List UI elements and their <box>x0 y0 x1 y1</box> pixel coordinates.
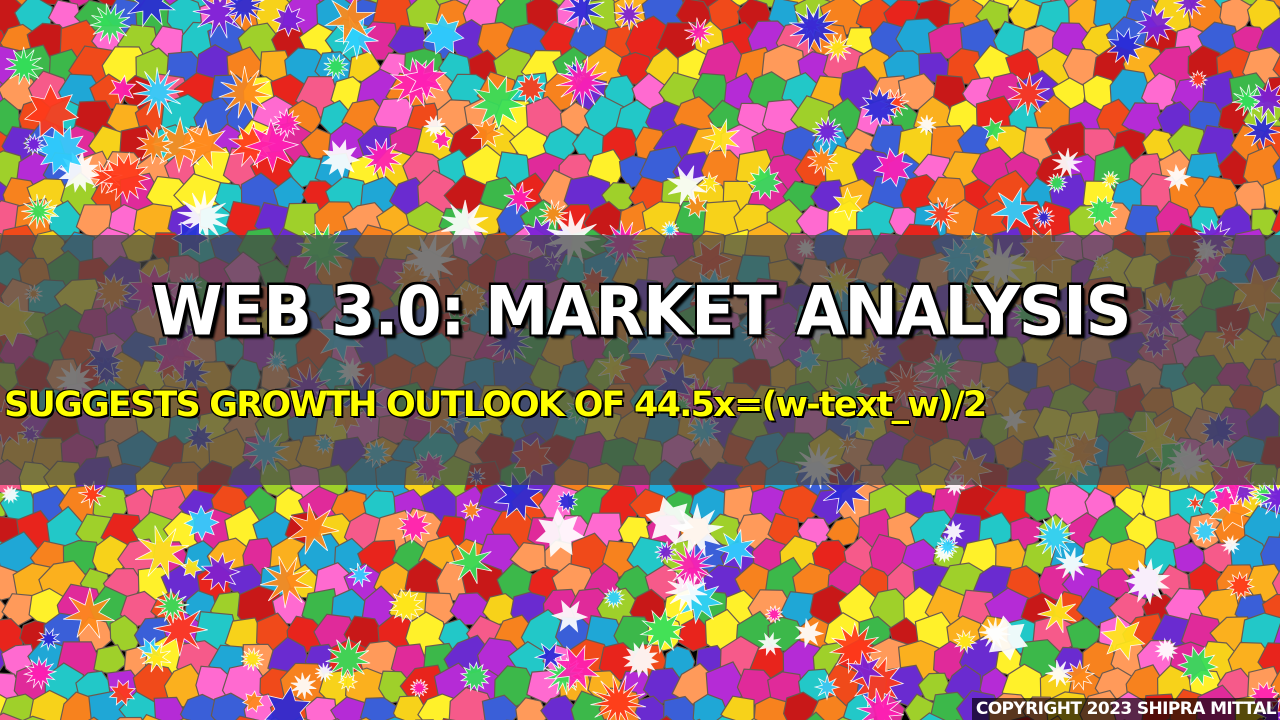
star-ornament <box>815 675 839 699</box>
star-ornament <box>272 4 304 36</box>
copyright-notice: COPYRIGHT 2023 SHIPRA MITTAL <box>972 698 1278 720</box>
star-ornament <box>184 506 219 540</box>
star-ornament <box>339 673 357 691</box>
headline-subtitle: SUGGESTS GROWTH OUTLOOK OF 44.5x=(w-text… <box>4 380 1274 430</box>
headline-title: WEB 3.0: MARKET ANALYSIS <box>0 270 1280 355</box>
